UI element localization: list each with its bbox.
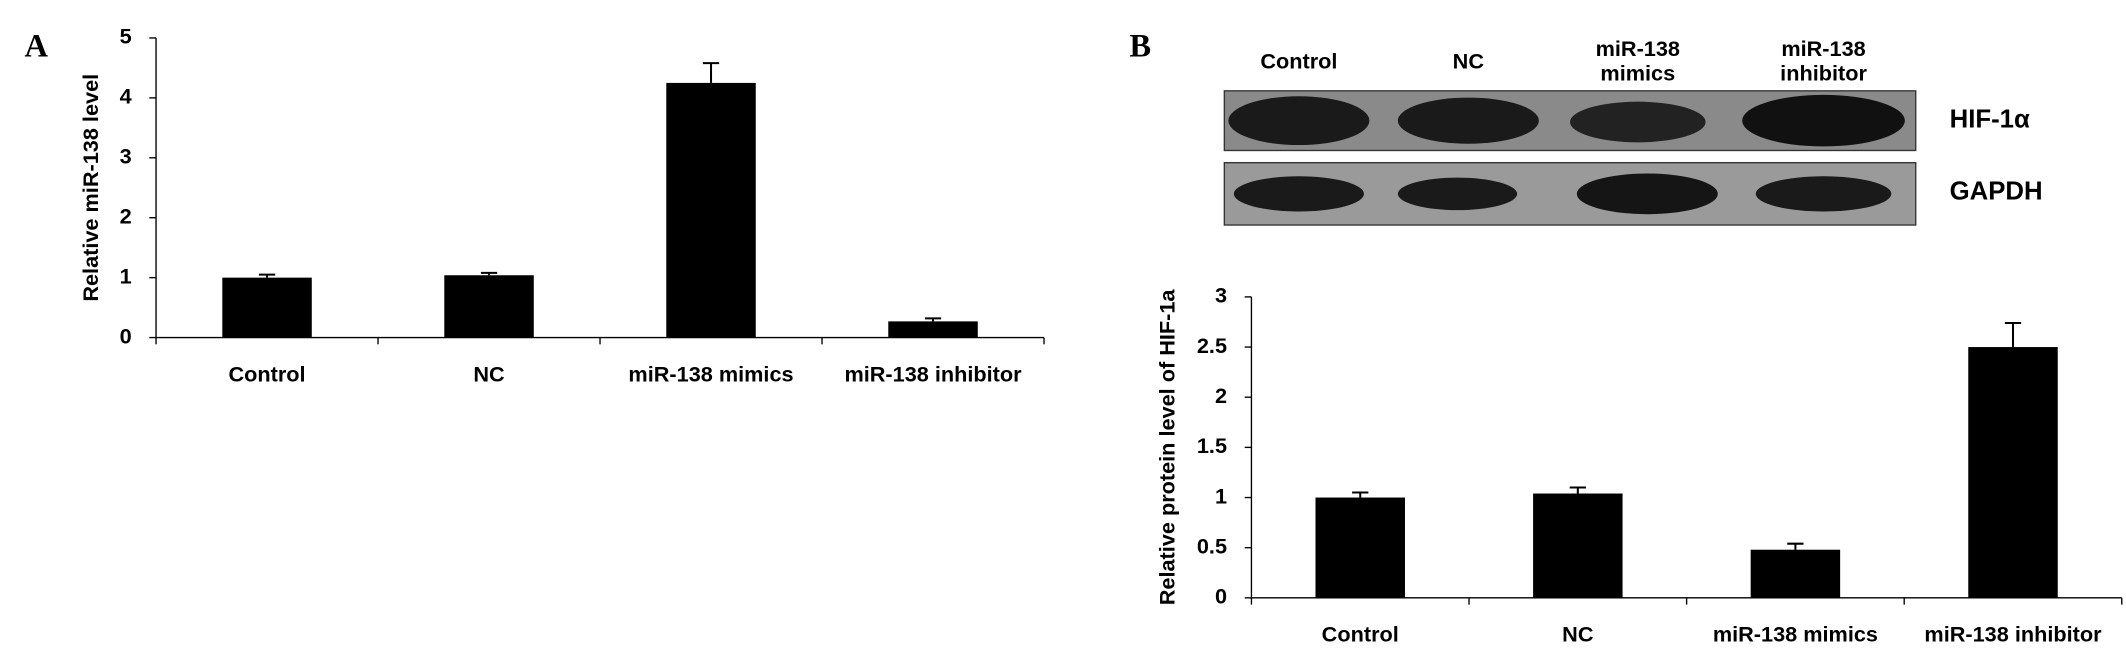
- blot-lane-label: miR-138 inhibitor: [1780, 36, 1867, 85]
- error-bar: [924, 317, 942, 322]
- blot-band: [1397, 97, 1539, 144]
- blot-band: [1570, 101, 1706, 143]
- x-tick-label: NC: [1562, 622, 1594, 647]
- y-tick-label: 1: [1215, 483, 1227, 508]
- bar: [1750, 549, 1841, 598]
- bar: [1968, 347, 2058, 598]
- y-tick-label: 0.5: [1197, 533, 1227, 558]
- bar: [444, 275, 534, 338]
- blot-band: [1397, 177, 1518, 211]
- error-bar: [1787, 542, 1804, 550]
- error-bar: [480, 271, 498, 276]
- error-bar: [258, 273, 276, 278]
- x-tick-label: miR-138 mimics: [1713, 622, 1878, 647]
- bar: [222, 277, 312, 338]
- bar: [1533, 493, 1623, 598]
- y-tick-label: 0: [120, 323, 132, 348]
- y-tick-label: 0: [1215, 584, 1227, 609]
- x-tick-label: Control: [1322, 622, 1399, 647]
- blot-band: [1576, 173, 1718, 215]
- bar: [888, 321, 978, 338]
- blot-band-label: GAPDH: [1950, 177, 2043, 205]
- y-tick-label: 2: [120, 203, 132, 228]
- y-tick-label: 1.5: [1197, 433, 1227, 458]
- x-tick-label: miR-138 mimics: [628, 361, 793, 386]
- bar: [1315, 497, 1405, 598]
- blot-band: [1228, 96, 1370, 146]
- y-tick-label: 2.5: [1197, 333, 1227, 358]
- bar: [666, 82, 756, 338]
- error-bar: [2004, 321, 2022, 348]
- western-blot: [1223, 90, 1917, 226]
- y-tick-label: 5: [120, 24, 132, 49]
- error-bar: [702, 62, 720, 83]
- blot-lane-label: miR-138 mimics: [1596, 36, 1680, 85]
- y-axis-label: Relative protein level of HIF-1a: [1154, 289, 1179, 606]
- blot-lane-label: Control: [1260, 48, 1337, 73]
- x-tick-label: NC: [473, 361, 505, 386]
- y-tick-label: 1: [120, 263, 132, 288]
- blot-band: [1742, 94, 1905, 147]
- x-tick-label: miR-138 inhibitor: [844, 361, 1022, 386]
- blot-band: [1233, 176, 1364, 212]
- y-tick-label: 4: [120, 84, 132, 109]
- x-tick-label: miR-138 inhibitor: [1924, 622, 2102, 647]
- panel-label: B: [1129, 28, 1151, 64]
- panel-label: A: [25, 28, 49, 64]
- y-tick-label: 3: [120, 144, 132, 169]
- y-axis-label: Relative miR-138 level: [78, 74, 103, 302]
- y-tick-label: 3: [1215, 283, 1227, 308]
- error-bar: [1569, 486, 1586, 494]
- blot-band-label: HIF-1α: [1950, 105, 2030, 133]
- blot-band: [1755, 176, 1892, 212]
- error-bar: [1352, 491, 1369, 498]
- y-tick-label: 2: [1215, 383, 1227, 408]
- blot-lane-label: NC: [1453, 48, 1485, 73]
- x-tick-label: Control: [228, 361, 305, 386]
